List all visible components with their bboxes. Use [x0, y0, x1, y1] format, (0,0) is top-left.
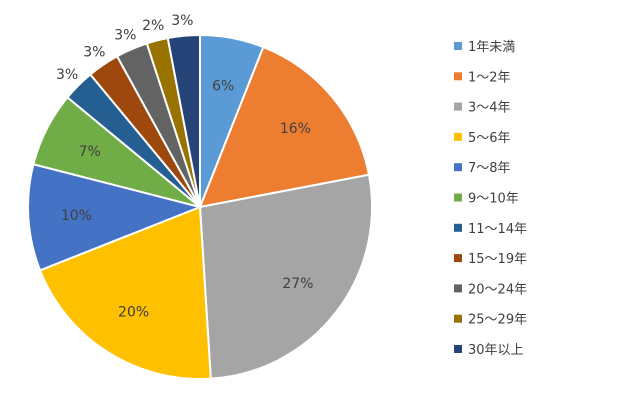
legend-label: 3～4年 [468, 101, 511, 116]
legend-label: 1年未満 [468, 40, 515, 55]
legend-swatch [454, 314, 462, 323]
slice-data-label: 20% [118, 305, 149, 321]
legend-swatch [454, 345, 462, 353]
slice-data-label: 27% [282, 276, 313, 292]
legend-swatch [454, 72, 462, 81]
slice-data-label: 7% [79, 144, 101, 160]
legend: 1年未満 1～2年 3～4年 5～6年 7～8年 9～10年 11～14年 15～19年 20～… [454, 40, 527, 358]
legend-swatch [454, 284, 462, 293]
slice-data-label: 3% [114, 28, 136, 44]
legend-label: 1～2年 [468, 70, 511, 85]
legend-swatch [454, 193, 462, 202]
slice-data-label: 2% [142, 18, 164, 34]
legend-swatch [454, 163, 462, 172]
slice-data-label: 10% [61, 208, 92, 224]
pie-slice [38, 205, 212, 380]
legend-label: 25～29年 [468, 313, 527, 328]
legend-swatch [454, 223, 462, 232]
slice-data-label: 16% [280, 121, 311, 137]
slice-data-label: 3% [171, 13, 193, 29]
legend-label: 30年以上 [468, 343, 524, 358]
pie-slices [26, 33, 373, 380]
pie-slice [26, 163, 204, 272]
legend-swatch [454, 42, 462, 50]
legend-label: 7～8年 [468, 161, 511, 176]
legend-label: 5～6年 [468, 131, 511, 146]
legend-swatch [454, 132, 462, 141]
legend-label: 9～10年 [468, 192, 519, 207]
pie-slice [198, 173, 373, 380]
slice-data-label: 6% [212, 78, 234, 94]
legend-label: 15～19年 [468, 252, 527, 267]
pie-slice [198, 45, 371, 209]
pie-slice [166, 33, 201, 208]
legend-swatch [454, 102, 462, 111]
slice-data-label: 3% [83, 45, 105, 61]
slice-data-label: 3% [56, 67, 78, 83]
legend-swatch [454, 254, 462, 263]
legend-label: 20～24年 [468, 282, 527, 297]
pie-data-labels: 6% 16% 27% 20% 10% 7% 3% 3% 3% 2% 3% [56, 13, 313, 321]
legend-label: 11～14年 [468, 222, 527, 237]
